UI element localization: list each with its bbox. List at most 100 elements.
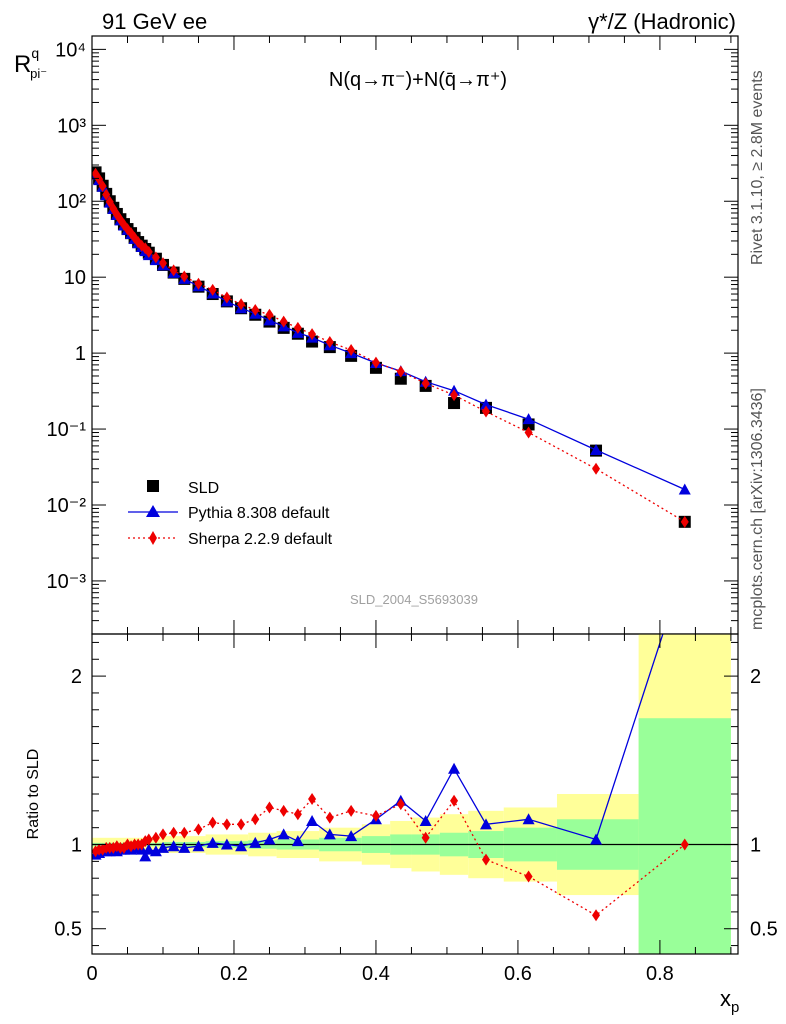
main-sherpa-point (592, 462, 601, 475)
main-sherpa-point (151, 251, 160, 264)
ratio-sherpa-point (396, 798, 405, 811)
ratio-x-ticks: 0 0.2 0.4 0.6 0.8 (86, 634, 732, 985)
ratio-y-ticks: 0.5 0.5 1 1 2 2 (54, 641, 778, 947)
ratio-sherpa-point (158, 828, 167, 841)
main-sherpa-point (680, 515, 689, 528)
main-sherpa-point (347, 343, 356, 356)
ratio-sherpa-point (265, 801, 274, 814)
legend-marker-pythia (146, 505, 160, 517)
main-y-axis-label-sub: pi⁻ (30, 66, 47, 81)
ratio-sherpa-point (237, 818, 246, 831)
mcplots-label: mcplots.cern.ch [arXiv:1306.3436] (749, 388, 766, 630)
ratio-sherpa-point (592, 909, 601, 922)
main-sherpa-point (158, 257, 167, 270)
ratio-sherpa-point (169, 826, 178, 839)
main-sherpa-point (251, 303, 260, 316)
main-sherpa-point (308, 328, 317, 341)
x-axis-label: xp (720, 986, 739, 1016)
main-sherpa-point (92, 167, 100, 180)
ratio-pythia-point (178, 841, 191, 853)
plot-title: N(q→π⁻)+N(q̄→π⁺) (329, 69, 507, 91)
ratio-pythia-point (167, 840, 180, 852)
ratio-sherpa-point (421, 831, 430, 844)
main-sherpa-point (98, 180, 107, 193)
legend-marker-sherpa (149, 531, 157, 545)
main-sherpa-point (524, 426, 533, 439)
ratio-pythia-point (679, 561, 691, 572)
ratio-sherpa-point (151, 831, 160, 844)
ratio-bands (92, 634, 738, 954)
ratio-pythia-point (142, 843, 155, 855)
ratio-y-tick-label-right: 0.5 (750, 919, 778, 941)
x-tick-label: 0.4 (362, 963, 390, 985)
main-y-tick-label: 10⁻¹ (47, 419, 87, 441)
ratio-pythia-point (291, 835, 304, 847)
ratio-y-tick-label-left: 1 (71, 835, 82, 857)
main-y-tick-label: 10⁴ (55, 39, 86, 61)
main-sherpa-point (105, 195, 114, 208)
main-y-axis-label-base: R (14, 51, 31, 78)
ratio-panel: 0.5 0.5 1 1 2 2 0 0.2 0.4 0.6 0.8 Ratio to SLD xp (25, 561, 778, 1016)
main-x-ticks (91, 36, 732, 634)
ratio-sherpa-point (293, 808, 302, 821)
ratio-pythia-point (249, 836, 262, 848)
main-sherpa-point (396, 365, 405, 378)
ratio-sherpa-point (194, 823, 203, 836)
main-pythia-point (590, 443, 603, 455)
x-tick-label: 0 (86, 963, 97, 985)
ratio-pythia-point (192, 840, 205, 852)
ratio-pythia-point (448, 762, 461, 774)
rivet-label: Rivet 3.1.10, ≥ 2.8M events (749, 70, 766, 265)
main-sherpa-point (481, 405, 490, 418)
ratio-pythia-point (345, 830, 358, 842)
ratio-pythia-point (522, 813, 535, 825)
ratio-sherpa-point (279, 804, 288, 817)
main-sherpa-point (421, 377, 430, 390)
ratio-sherpa-point (524, 870, 533, 883)
ratio-y-tick-label-left: 2 (71, 666, 82, 688)
ratio-sherpa-point (347, 804, 356, 817)
main-y-axis-label-sup: q (31, 45, 39, 61)
main-y-tick-label: 10⁻³ (47, 571, 87, 593)
main-sherpa-point (265, 308, 274, 321)
ratio-y-tick-label-right: 2 (750, 666, 761, 688)
main-sherpa-point (450, 389, 459, 402)
ratio-y-axis-label: Ratio to SLD (25, 749, 42, 840)
main-y-axis-label: Rq pi⁻ (14, 45, 47, 81)
ratio-sherpa-point (144, 833, 153, 846)
ratio-sherpa-point (251, 813, 260, 826)
ratio-sherpa-point (481, 853, 490, 866)
legend-marker-sld (147, 480, 159, 492)
x-axis-label-base: x (720, 986, 731, 1011)
main-sherpa-point (180, 270, 189, 283)
main-marks (92, 166, 691, 528)
legend-label-sld: SLD (188, 480, 219, 497)
ratio-y-tick-label-left: 0.5 (54, 919, 82, 941)
ratio-pythia-point (139, 850, 152, 862)
main-y-tick-label: 10 (64, 267, 86, 289)
main-sherpa-point (279, 315, 288, 328)
main-pythia-point (522, 413, 535, 425)
main-sherpa-line (94, 173, 686, 523)
ratio-sherpa-point (680, 838, 689, 851)
ratio-pythia-point (277, 828, 290, 840)
main-y-ticks: 10⁻³ 10⁻² 10⁻¹ 1 10 10² 10³ 10⁴ (47, 39, 738, 635)
ratio-pythia-point (206, 836, 219, 848)
ratio-pythia-point (419, 814, 432, 826)
main-sherpa-point (102, 188, 111, 201)
ratio-pythia-point (306, 814, 319, 826)
main-y-tick-label: 1 (75, 343, 86, 365)
legend: SLD Pythia 8.308 default Sherpa 2.2.9 de… (128, 480, 333, 548)
main-sherpa-point (208, 283, 217, 296)
process-label: γ*/Z (Hadronic) (588, 9, 736, 34)
watermark-label: SLD_2004_S5693039 (350, 592, 478, 607)
energy-label: 91 GeV ee (102, 9, 207, 34)
x-tick-label: 0.8 (646, 963, 674, 985)
main-sld-point (448, 397, 461, 410)
main-y-tick-label: 10⁻² (47, 495, 87, 517)
main-panel: 10⁻³ 10⁻² 10⁻¹ 1 10 10² 10³ 10⁴ N(q→π⁻)+N(q̄→π⁺… (14, 35, 739, 635)
x-tick-label: 0.6 (504, 963, 532, 985)
ratio-pythia-point (479, 818, 492, 830)
ratio-pythia-point (323, 828, 336, 840)
